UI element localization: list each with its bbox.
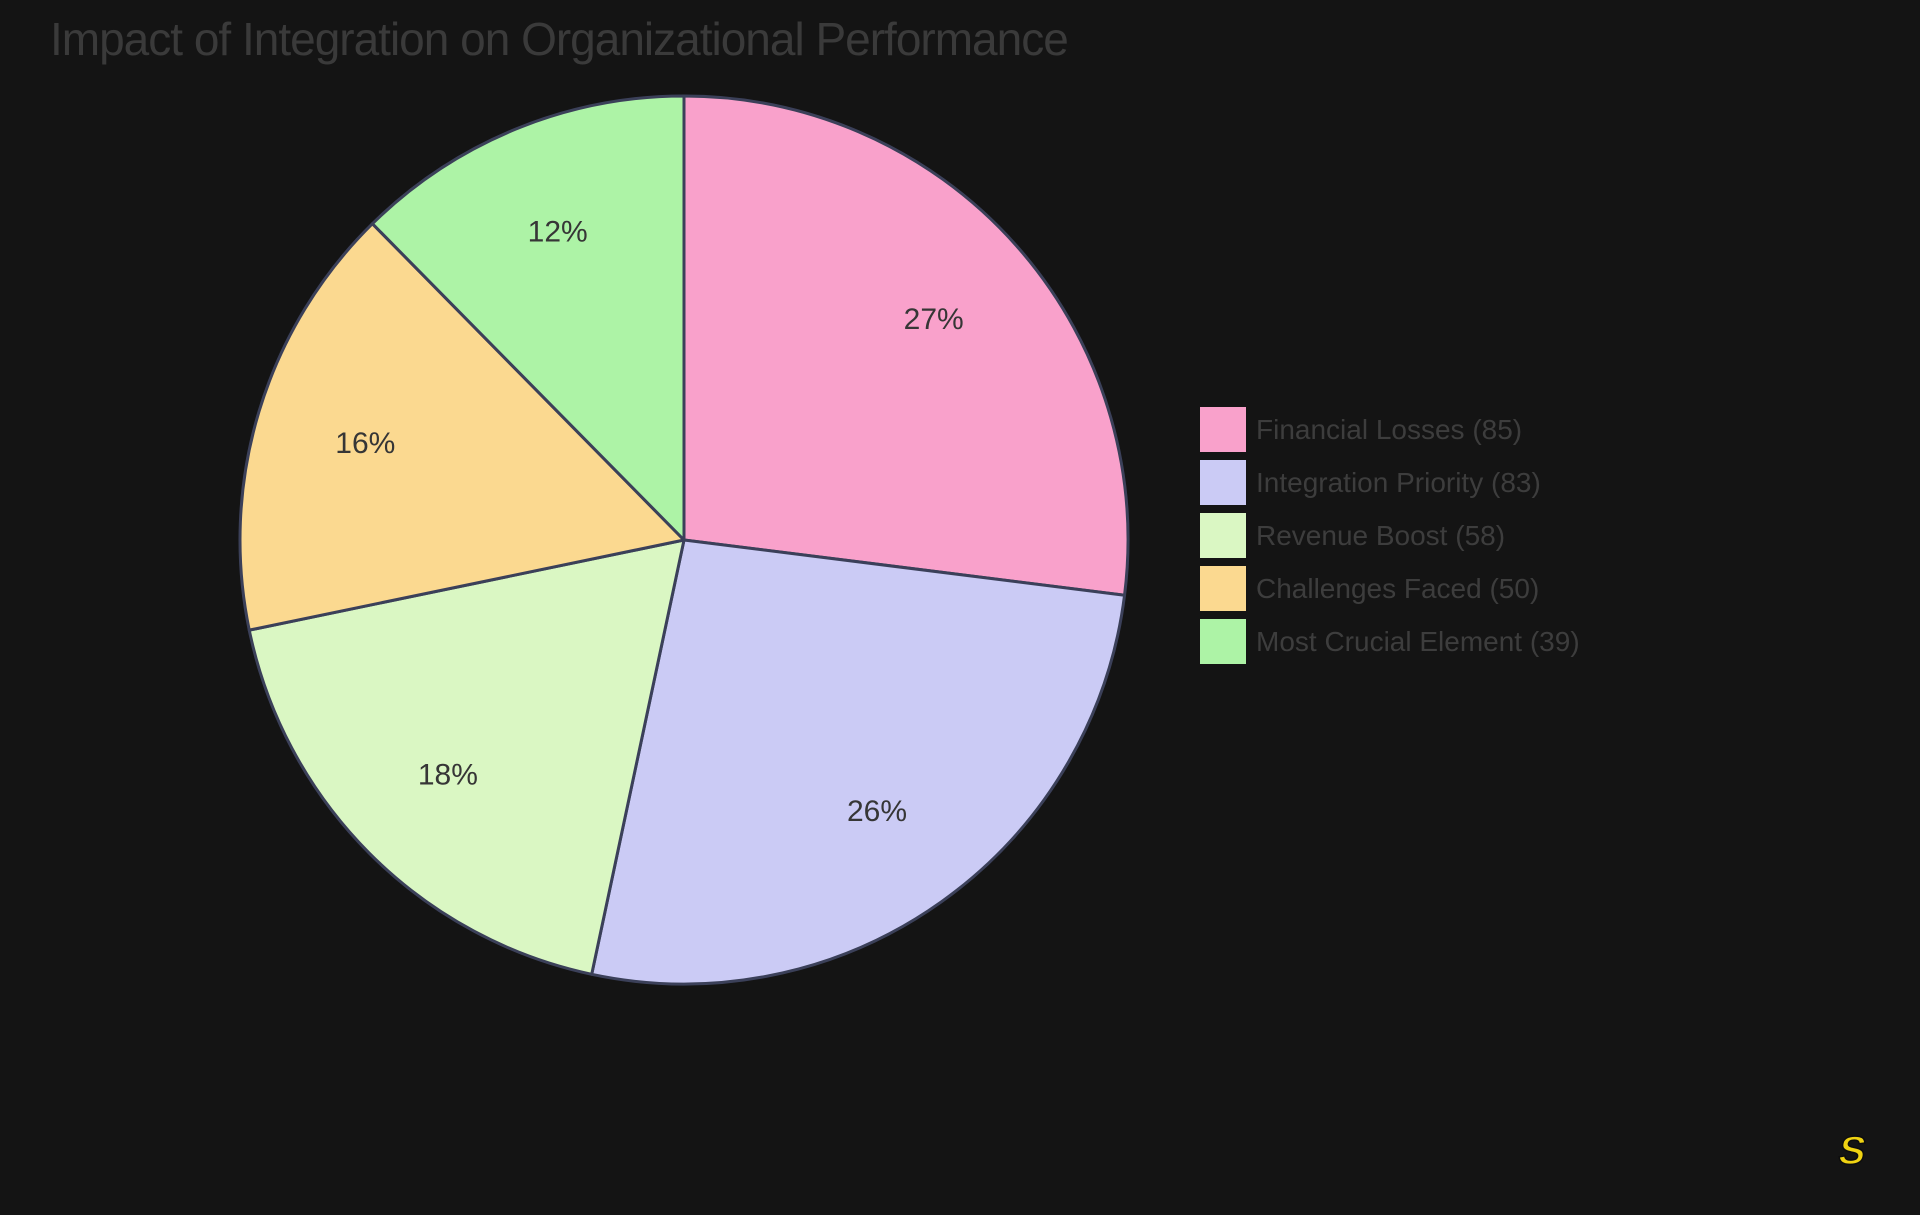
pie-slice-label-0: 27% [904, 303, 964, 336]
legend-item-3: Challenges Faced (50) [1200, 566, 1580, 611]
legend-label-4: Most Crucial Element (39) [1256, 625, 1580, 657]
chart-title: Impact of Integration on Organizational … [50, 13, 1069, 65]
legend-swatch-4 [1200, 619, 1246, 664]
legend: Financial Losses (85) Integration Priorit… [1200, 407, 1580, 664]
pie-slice-3 [238, 222, 686, 632]
pie-slice-label-1: 26% [847, 795, 907, 828]
legend-swatch-2 [1200, 513, 1246, 558]
legend-label-0: Financial Losses (85) [1256, 413, 1523, 445]
pie-slice-label-2: 18% [418, 758, 478, 791]
legend-item-2: Revenue Boost (58) [1200, 513, 1580, 558]
legend-item-0: Financial Losses (85) [1200, 407, 1580, 452]
pie-slice-label-3: 16% [335, 427, 395, 460]
legend-label-3: Challenges Faced (50) [1256, 572, 1540, 604]
legend-swatch-3 [1200, 566, 1246, 611]
pie-slice-0 [682, 94, 1130, 597]
legend-swatch-0 [1200, 407, 1246, 452]
legend-label-2: Revenue Boost (58) [1256, 519, 1506, 551]
pie-slice-2 [247, 538, 686, 976]
legend-item-1: Integration Priority (83) [1200, 460, 1580, 505]
legend-swatch-1 [1200, 460, 1246, 505]
pie-slice-label-4: 12% [528, 215, 588, 248]
pie-slice-1 [590, 538, 1127, 986]
pie-slice-4 [370, 94, 686, 542]
legend-item-4: Most Crucial Element (39) [1200, 619, 1580, 664]
legend-label-1: Integration Priority (83) [1256, 466, 1541, 498]
